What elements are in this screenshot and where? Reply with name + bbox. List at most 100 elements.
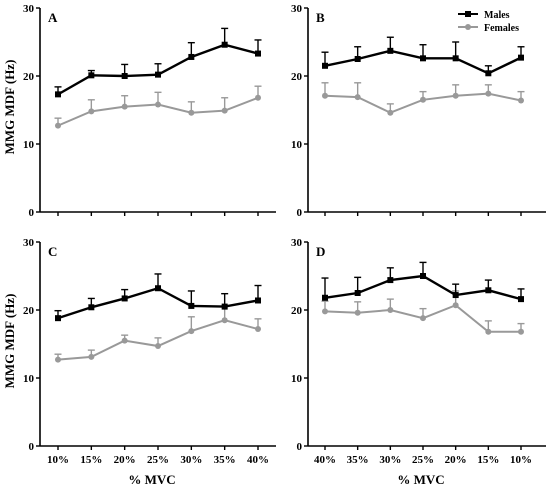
data-point	[485, 70, 492, 77]
data-point	[188, 302, 195, 309]
y-tick-label: 30	[291, 3, 303, 15]
data-point	[88, 353, 95, 360]
x-tick-label: 35%	[214, 454, 236, 466]
y-tick-label: 0	[29, 207, 35, 219]
data-point	[221, 317, 228, 324]
data-point	[255, 50, 261, 57]
data-point	[518, 54, 524, 61]
data-point	[121, 103, 128, 110]
data-point	[387, 47, 394, 54]
y-tick-label: 10	[23, 373, 35, 385]
panel-a: 0 10 20 30 A	[23, 3, 276, 219]
series-males	[54, 273, 262, 322]
panel-letter: A	[48, 10, 58, 25]
data-point	[188, 109, 195, 116]
legend-marker	[465, 11, 471, 17]
data-point	[155, 101, 161, 108]
data-point	[88, 304, 95, 311]
data-point	[387, 109, 394, 116]
data-point	[55, 356, 61, 363]
y-tick-label: 0	[297, 207, 303, 219]
series-line	[57, 286, 259, 320]
y-tick-label: 20	[291, 305, 303, 317]
data-point	[121, 295, 128, 302]
data-point	[322, 308, 328, 315]
y-axis-title-top: MMG MDF (Hz)	[2, 60, 17, 155]
panel-letter: C	[48, 244, 57, 259]
legend: Males Females	[458, 10, 519, 34]
x-tick-label: 15%	[80, 454, 102, 466]
data-point	[420, 315, 426, 322]
data-point	[255, 94, 261, 101]
data-point	[88, 72, 95, 79]
y-axis-title-bottom: MMG MDF (Hz)	[2, 294, 17, 389]
data-point	[452, 92, 459, 99]
y-tick-label: 10	[291, 373, 303, 385]
data-point	[155, 71, 161, 78]
data-point	[221, 107, 228, 114]
panel-letter: B	[316, 10, 325, 25]
data-point	[452, 302, 459, 309]
data-point	[255, 326, 261, 333]
data-point	[121, 337, 128, 344]
x-tick-label: 20%	[445, 454, 467, 466]
x-tick-label: 35%	[347, 454, 369, 466]
series-females	[54, 85, 262, 129]
x-tick-label: 20%	[114, 454, 136, 466]
legend-label: Males	[484, 10, 510, 21]
y-tick-label: 30	[291, 237, 303, 249]
data-point	[420, 96, 426, 103]
y-tick-label: 10	[23, 139, 35, 151]
data-point	[420, 273, 426, 279]
data-point	[354, 290, 361, 296]
y-tick-label: 20	[291, 71, 303, 83]
data-point	[518, 97, 524, 104]
x-tick-label: 25%	[147, 454, 169, 466]
x-tick-label: 40%	[314, 454, 336, 466]
x-tick-label: 10%	[510, 454, 532, 466]
data-point	[221, 41, 228, 48]
data-point	[518, 328, 524, 335]
y-tick-label: 20	[23, 71, 35, 83]
data-point	[322, 294, 328, 301]
panel-d: 0 10 20 30 40% 35% 30% 25% 20% 15% 10% D	[291, 237, 546, 466]
legend-marker	[465, 24, 471, 30]
y-tick-label: 10	[291, 139, 303, 151]
x-tick-label: 40%	[247, 454, 269, 466]
x-tick-label: 10%	[47, 454, 69, 466]
data-point	[485, 90, 492, 97]
x-tick-label: 25%	[412, 454, 434, 466]
y-tick-label: 30	[23, 3, 35, 15]
data-point	[155, 343, 161, 350]
data-point	[354, 94, 361, 101]
x-tick-label: 15%	[477, 454, 499, 466]
x-tick-label: 30%	[180, 454, 202, 466]
data-point	[155, 285, 161, 292]
data-point	[55, 315, 61, 322]
series-females	[321, 82, 525, 116]
series-females	[321, 290, 525, 335]
series-males	[321, 261, 525, 303]
data-point	[354, 309, 361, 316]
y-tick-label: 0	[29, 441, 35, 453]
panel-b: 0 10 20 30 B Males Females	[291, 3, 546, 219]
data-point	[387, 307, 394, 313]
data-point	[55, 122, 61, 129]
x-tick-label: 30%	[379, 454, 401, 466]
data-point	[88, 108, 95, 115]
panel-c: 0 10 20 30 10% 15% 20% 25% 30% 35% 40% C	[23, 237, 276, 466]
data-point	[188, 53, 195, 60]
data-point	[518, 296, 524, 303]
series-males	[54, 27, 262, 98]
series-females	[54, 305, 262, 363]
data-point	[452, 292, 459, 299]
panel-letter: D	[316, 244, 325, 259]
data-point	[121, 73, 128, 79]
data-point	[485, 328, 492, 335]
data-point	[354, 56, 361, 62]
data-point	[322, 92, 328, 99]
x-axis-title-left: % MVC	[128, 472, 175, 487]
series-males	[321, 36, 525, 77]
data-point	[387, 277, 394, 284]
